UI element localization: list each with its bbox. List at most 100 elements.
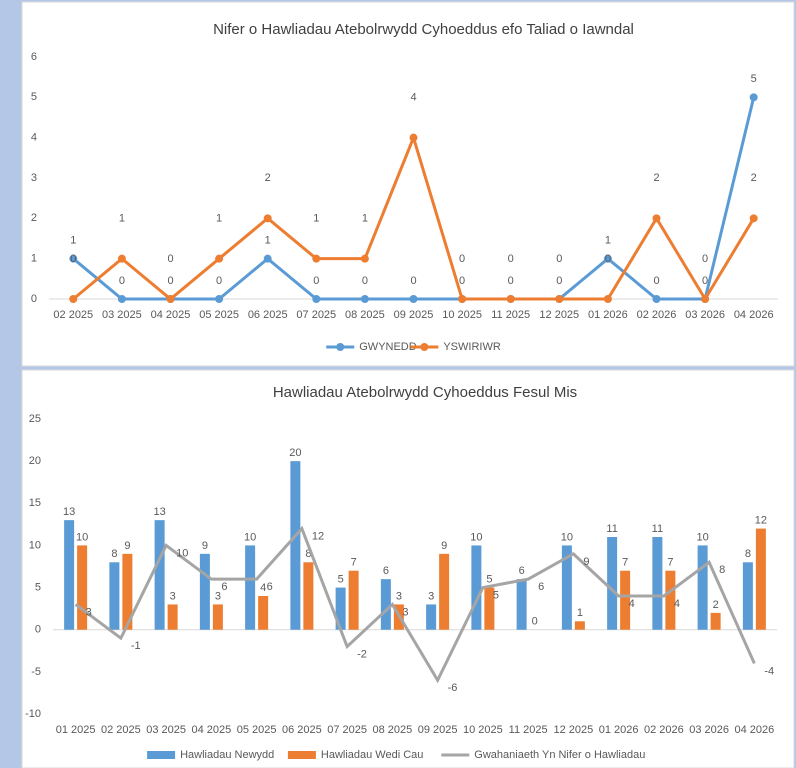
- bar: [620, 570, 631, 630]
- point: [409, 133, 418, 142]
- data-label: 6: [538, 581, 544, 593]
- point: [652, 214, 661, 223]
- x-tick-label: 07 2025: [327, 724, 367, 736]
- x-tick-label: 01 2025: [56, 724, 96, 736]
- chart-title: Hawliadau Atebolrwydd Cyhoeddus Fesul Mi…: [273, 384, 577, 401]
- point: [215, 254, 224, 263]
- bar: [516, 579, 527, 630]
- data-label: 10: [244, 531, 256, 543]
- data-label: 0: [70, 253, 76, 265]
- y-tick-label: 0: [35, 624, 41, 636]
- legend-swatch: [287, 751, 316, 759]
- bar: [303, 562, 314, 630]
- data-label: 0: [532, 616, 538, 628]
- bar: [439, 553, 450, 630]
- x-tick-label: 09 2025: [394, 309, 434, 321]
- data-label: 7: [622, 557, 628, 569]
- data-label: 4: [674, 598, 680, 610]
- y-tick-label: -5: [31, 666, 41, 678]
- bar: [607, 537, 618, 630]
- y-tick-label: 4: [31, 132, 37, 144]
- point: [555, 295, 564, 303]
- data-label: 8: [111, 548, 117, 560]
- data-label: 5: [338, 573, 344, 585]
- data-label: 0: [653, 275, 659, 287]
- data-label: 2: [713, 599, 719, 611]
- y-tick-label: 10: [29, 539, 41, 551]
- x-tick-label: 02 2026: [637, 309, 677, 321]
- line-series: [74, 525, 756, 684]
- data-label: 0: [459, 275, 465, 287]
- point: [749, 214, 758, 223]
- x-tick-label: 02 2025: [101, 724, 141, 736]
- bar: [426, 604, 437, 630]
- data-label: 0: [605, 253, 611, 265]
- bar: [665, 570, 676, 630]
- data-label: 0: [362, 275, 368, 287]
- data-label: 6: [383, 565, 389, 577]
- data-label: 0: [167, 253, 173, 265]
- x-tick-label: 06 2025: [282, 724, 322, 736]
- x-tick-label: 03 2025: [102, 309, 142, 321]
- point: [360, 254, 369, 263]
- point: [312, 295, 321, 303]
- y-tick-label: 5: [31, 91, 37, 103]
- point: [263, 254, 272, 263]
- data-label: 9: [124, 540, 130, 552]
- bar: [574, 621, 585, 630]
- bar: [212, 604, 223, 630]
- data-label: 6: [519, 565, 525, 577]
- data-label: 1: [119, 213, 125, 225]
- point: [117, 295, 126, 303]
- bar: [380, 579, 391, 630]
- data-label: 3: [215, 590, 221, 602]
- data-label: -1: [131, 640, 141, 652]
- data-label: 5: [486, 573, 492, 585]
- bar: [199, 553, 210, 630]
- data-label: 6: [267, 581, 273, 593]
- point: [312, 254, 321, 263]
- point: [652, 295, 661, 303]
- data-label: 1: [605, 235, 611, 247]
- legend-label: Gwahaniaeth Yn Nifer o Hawliadau: [474, 749, 645, 761]
- data-label: 4: [410, 92, 416, 104]
- data-label: 9: [583, 556, 589, 568]
- bar: [697, 545, 708, 630]
- x-tick-label: 11 2025: [509, 724, 548, 736]
- data-label: 8: [719, 564, 725, 576]
- data-label: 1: [313, 213, 319, 225]
- data-label: 3: [402, 606, 408, 618]
- chart-title: Nifer o Hawliadau Atebolrwydd Cyhoeddus …: [213, 21, 634, 38]
- x-tick-label: 05 2025: [199, 309, 239, 321]
- data-label: 11: [652, 523, 663, 535]
- data-label: -6: [448, 682, 458, 694]
- point: [506, 295, 515, 303]
- y-tick-label: 15: [29, 497, 41, 509]
- x-tick-label: 12 2025: [553, 724, 593, 736]
- bar: [471, 545, 482, 630]
- data-label: 5: [493, 589, 499, 601]
- data-label: 0: [216, 275, 222, 287]
- x-tick-label: 05 2025: [237, 724, 277, 736]
- y-tick-label: -10: [25, 708, 41, 720]
- bar: [167, 604, 178, 630]
- bar: [710, 612, 721, 630]
- x-tick-label: 07 2025: [296, 309, 336, 321]
- x-tick-label: 02 2026: [644, 724, 684, 736]
- x-tick-label: 03 2025: [146, 724, 186, 736]
- data-label: 1: [362, 213, 368, 225]
- point: [603, 254, 612, 263]
- data-label: 0: [508, 253, 514, 265]
- bar: [348, 570, 359, 630]
- legend-label: GWYNEDD: [359, 341, 417, 353]
- data-label: 0: [410, 275, 416, 287]
- data-label: 10: [470, 531, 482, 543]
- x-tick-label: 04 2026: [734, 309, 774, 321]
- data-label: 12: [755, 514, 767, 526]
- x-tick-label: 04 2026: [734, 724, 774, 736]
- data-label: 7: [351, 557, 357, 569]
- y-tick-label: 2: [31, 212, 37, 224]
- bar: [258, 596, 269, 630]
- x-tick-label: 10 2025: [463, 724, 503, 736]
- data-label: 2: [653, 172, 659, 184]
